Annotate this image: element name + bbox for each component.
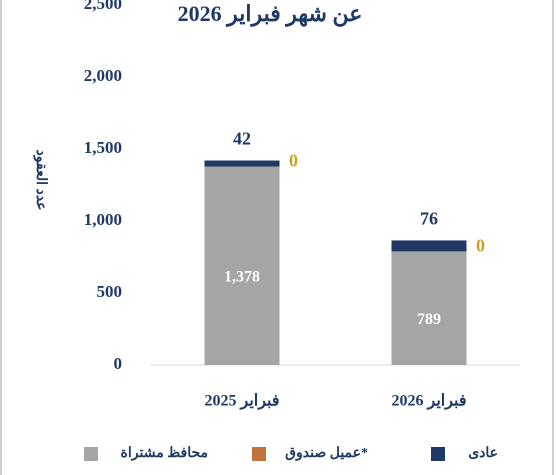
legend-label: عادى	[468, 446, 498, 461]
y-tick-label: 1,000	[84, 210, 122, 229]
y-tick-label: 0	[114, 354, 123, 373]
y-tick-label: 2,000	[84, 66, 122, 85]
bar-segment	[391, 251, 467, 365]
legend-swatch	[84, 447, 98, 461]
y-tick-label: 500	[97, 282, 123, 301]
data-label: 0	[289, 151, 298, 171]
y-tick-label: 2,500	[84, 0, 122, 13]
data-label: 1,378	[224, 268, 260, 285]
data-label: 0	[476, 236, 485, 256]
data-label: 76	[420, 209, 438, 229]
data-label: 789	[417, 311, 441, 328]
bar-segment	[204, 166, 280, 365]
y-axis-label: عدد العقود	[33, 150, 48, 211]
legend-swatch	[431, 447, 445, 461]
chart-title: عن شهر فبراير 2026	[178, 1, 363, 27]
bar-segment	[391, 240, 467, 252]
data-label: 42	[233, 129, 251, 149]
x-tick-label: فبراير 2025	[204, 393, 279, 411]
x-tick-label: فبراير 2026	[391, 393, 466, 411]
bar-segment	[204, 160, 280, 167]
legend-label: عميل صندوق*	[285, 446, 368, 461]
legend-label: محافظ مشتراة	[121, 446, 208, 461]
y-tick-label: 1,500	[84, 138, 122, 157]
legend-swatch	[252, 447, 266, 461]
